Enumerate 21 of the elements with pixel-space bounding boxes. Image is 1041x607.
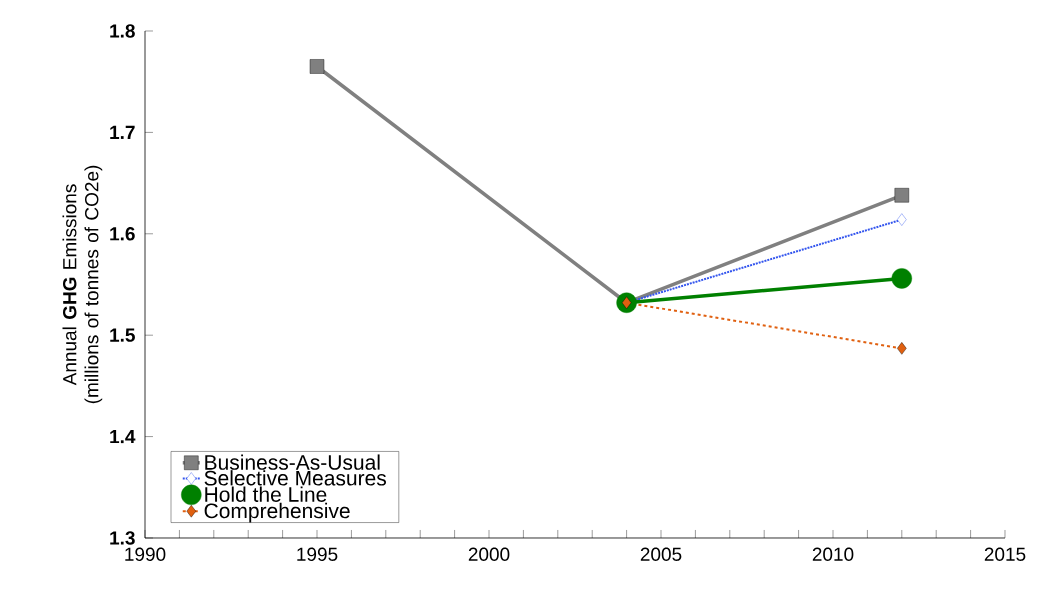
legend-label: Hold the Line [205,486,327,502]
x-tick-label: 2000 [468,547,510,561]
point [897,213,907,226]
legend-label: Selective Measures [204,470,387,486]
y-tick-label: 1.4 [110,430,136,444]
x-tick-label: 2010 [812,547,854,561]
y-tick-label: 1.6 [110,227,135,241]
point [309,59,325,74]
point [894,188,909,203]
x-tick-label: 2015 [984,547,1026,561]
y-tick-label: 1.7 [110,125,135,139]
x-tick-label: 1990 [125,547,166,561]
x-tick-label: 1995 [297,547,338,561]
x-tick-label: 2005 [640,547,682,561]
legend-label: Business-As-Usual [205,454,380,470]
y-tick-label: 1.5 [110,328,135,342]
point [897,342,907,355]
point [891,268,912,289]
y-tick-label: 1.8 [110,24,135,38]
legend-label: Comprehensive [204,502,350,523]
y-tick-label: 1.3 [110,531,135,545]
